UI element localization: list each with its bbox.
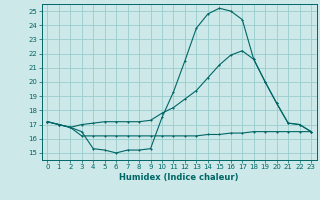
X-axis label: Humidex (Indice chaleur): Humidex (Indice chaleur) (119, 173, 239, 182)
